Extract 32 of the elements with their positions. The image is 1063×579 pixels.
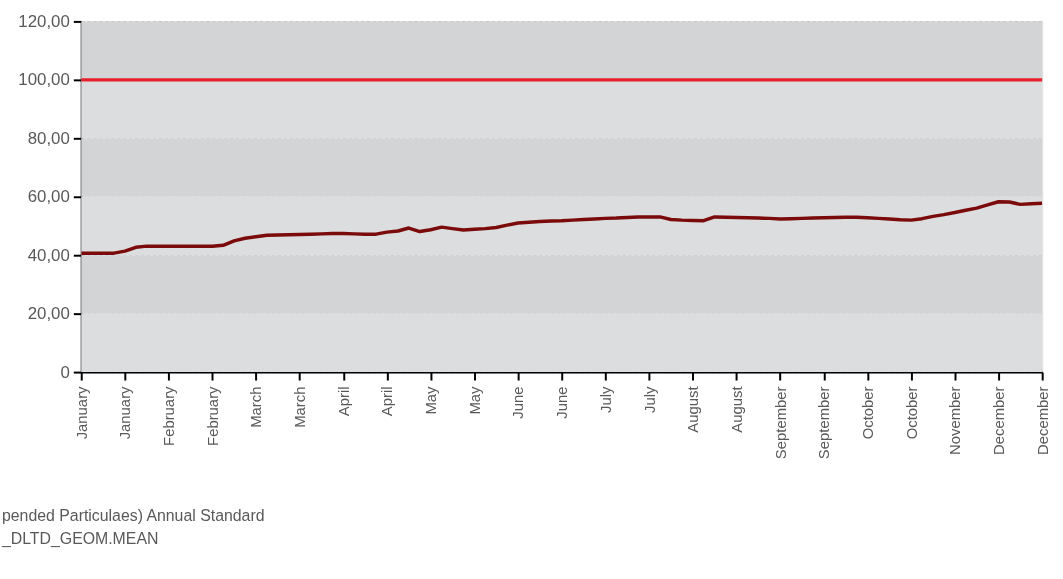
x-tick-label: March bbox=[248, 386, 265, 428]
x-tick-label: May bbox=[466, 385, 483, 415]
x-tick-label: December bbox=[990, 386, 1007, 456]
y-tick-label: 40,00 bbox=[27, 245, 70, 265]
x-tick-label: July bbox=[597, 385, 614, 413]
y-tick-label: 100,00 bbox=[18, 70, 70, 90]
x-tick-label: June bbox=[554, 386, 571, 419]
x-tick-label: March bbox=[292, 386, 309, 428]
y-tick-label: 80,00 bbox=[27, 128, 70, 148]
x-tick-label: November bbox=[947, 386, 964, 456]
x-tick-label: January bbox=[117, 385, 134, 440]
x-tick-label: April bbox=[379, 386, 396, 417]
text: _DLTD_GEOM.MEAN bbox=[0, 530, 159, 549]
x-tick-label: August bbox=[728, 385, 745, 433]
x-tick-label: July bbox=[641, 385, 658, 413]
y-tick-label: 20,00 bbox=[27, 304, 70, 324]
y-tick-label: 120,00 bbox=[18, 11, 70, 31]
y-tick-label: 0 bbox=[60, 362, 70, 382]
x-tick-label: June bbox=[510, 386, 527, 419]
x-tick-label: October bbox=[859, 386, 876, 440]
x-tick-label: August bbox=[685, 385, 702, 433]
x-tick-label: February bbox=[204, 385, 221, 446]
x-tick-label: May bbox=[423, 385, 440, 415]
x-tick-label: October bbox=[903, 386, 920, 440]
x-tick-label: April bbox=[335, 386, 352, 417]
y-tick-label: 60,00 bbox=[27, 187, 70, 207]
x-tick-label: September bbox=[772, 386, 789, 460]
x-tick-label: September bbox=[816, 386, 833, 460]
x-tick-label: December bbox=[1034, 386, 1051, 456]
text: pended Particulaes) Annual Standard bbox=[1, 506, 265, 524]
x-tick-label: January bbox=[73, 385, 90, 440]
x-tick-label: February bbox=[161, 385, 178, 446]
